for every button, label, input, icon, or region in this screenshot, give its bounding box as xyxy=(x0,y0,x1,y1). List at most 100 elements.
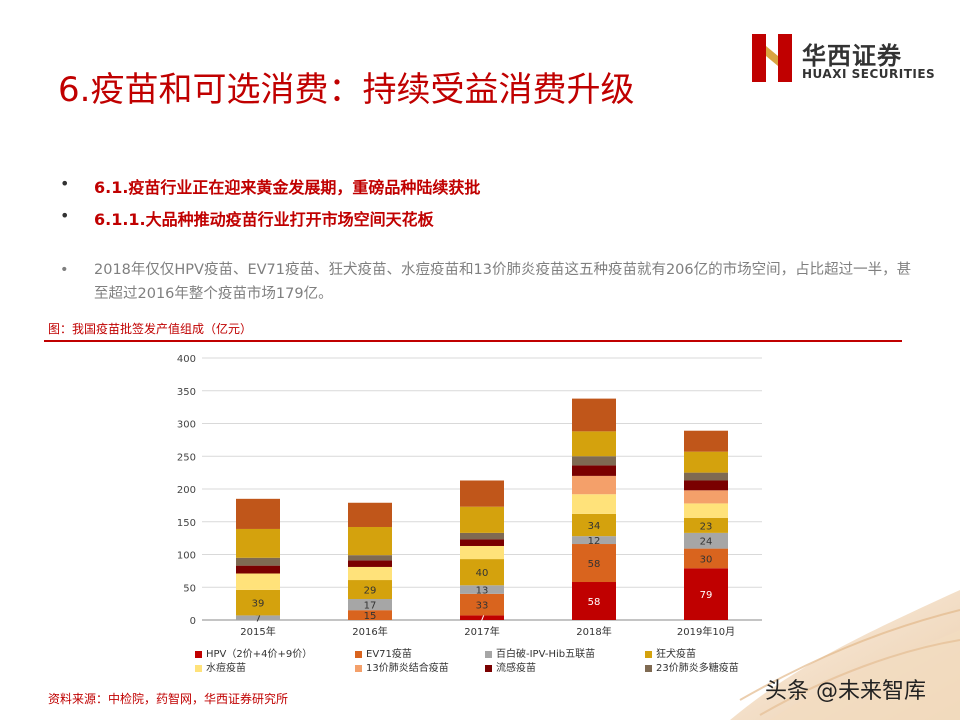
bar-data-label: 15 xyxy=(364,611,377,622)
bar-segment xyxy=(572,544,616,583)
bar-segment xyxy=(684,472,728,481)
bar-segment xyxy=(460,585,504,594)
bar-segment xyxy=(348,599,392,611)
bar-segment xyxy=(236,557,280,566)
legend-item: 13价肺炎结合疫苗 xyxy=(355,659,449,674)
bar-data-label: 39 xyxy=(252,599,265,610)
bar-segment xyxy=(348,566,392,581)
legend-swatch xyxy=(645,650,652,658)
y-tick-label: 50 xyxy=(183,583,196,594)
y-tick-label: 0 xyxy=(190,616,196,627)
bar-segment xyxy=(684,490,728,504)
legend-item: 23价肺炎多糖疫苗 xyxy=(645,659,739,674)
legend-swatch xyxy=(195,664,202,672)
legend-swatch xyxy=(355,650,362,658)
bar-data-label: 30 xyxy=(700,554,713,565)
y-tick-label: 100 xyxy=(177,551,196,562)
bar-data-label: 13 xyxy=(476,586,489,597)
bar-segment xyxy=(236,589,280,616)
legend-label: 13价肺炎结合疫苗 xyxy=(366,663,449,674)
bar-segment xyxy=(572,513,616,537)
bar-segment xyxy=(684,532,728,549)
legend-item: EV71疫苗 xyxy=(355,645,412,660)
legend-swatch xyxy=(355,664,362,672)
bullet-list: 6.1.疫苗行业正在迎来黄金发展期，重磅品种陆续获批 6.1.1.大品种推动疫苗… xyxy=(58,174,918,238)
figure-title: 图：我国疫苗批签发产值组成（亿元） xyxy=(48,322,253,336)
company-logo: 华西证券 HUAXI SECURITIES xyxy=(752,34,942,86)
logo-text-cn: 华西证券 xyxy=(802,42,902,70)
bar-segment xyxy=(572,398,616,432)
bar-segment xyxy=(460,615,504,620)
bar-data-label: 58 xyxy=(588,597,601,608)
bar-segment xyxy=(348,580,392,600)
bar-segment xyxy=(348,526,392,556)
page-title: 6.疫苗和可选消费：持续受益消费升级 xyxy=(58,70,635,110)
bar-segment xyxy=(348,555,392,561)
y-tick-label: 200 xyxy=(177,485,196,496)
x-tick-label: 2017年 xyxy=(464,625,499,636)
x-tick-label: 2016年 xyxy=(352,625,387,636)
bullet-heading-1: 6.1.疫苗行业正在迎来黄金发展期，重磅品种陆续获批 xyxy=(58,174,918,198)
watermark: 头条 @未来智库 xyxy=(765,679,926,704)
legend-swatch xyxy=(645,664,652,672)
bar-segment xyxy=(236,615,280,620)
bar-segment xyxy=(684,480,728,491)
legend-label: 百白破-IPV-Hib五联苗 xyxy=(496,649,596,660)
bar-segment xyxy=(460,593,504,616)
bullet-heading-2: 6.1.1.大品种推动疫苗行业打开市场空间天花板 xyxy=(58,206,918,230)
bar-segment xyxy=(572,456,616,466)
bar-segment xyxy=(348,560,392,567)
bar-data-label: 24 xyxy=(700,537,713,548)
bar-data-label: 12 xyxy=(588,536,601,547)
bar-data-label: 33 xyxy=(476,601,489,612)
bar-data-label: 17 xyxy=(364,601,377,612)
bar-segment xyxy=(460,545,504,560)
bar-segment xyxy=(236,565,280,574)
legend-swatch xyxy=(195,650,202,658)
bar-segment xyxy=(460,506,504,533)
bar-segment xyxy=(572,582,616,620)
x-tick-label: 2015年 xyxy=(240,625,275,636)
y-tick-label: 300 xyxy=(177,420,196,431)
legend-label: EV71疫苗 xyxy=(366,649,412,660)
summary-paragraph: 2018年仅仅HPV疫苗、EV71疫苗、狂犬疫苗、水痘疫苗和13价肺炎疫苗这五种… xyxy=(58,258,918,306)
legend-item: 狂犬疫苗 xyxy=(645,645,696,660)
bar-segment xyxy=(460,559,504,586)
bar-segment xyxy=(572,475,616,495)
bar-segment xyxy=(572,431,616,457)
bar-data-label: 7 xyxy=(255,614,261,625)
bar-segment xyxy=(348,502,392,527)
bar-segment xyxy=(236,573,280,590)
x-tick-label: 2019年10月 xyxy=(677,625,735,636)
bar-data-label: 23 xyxy=(700,521,713,532)
logo-text-en: HUAXI SECURITIES xyxy=(802,67,936,81)
bar-data-label: 29 xyxy=(364,586,377,597)
legend-label: 流感疫苗 xyxy=(496,663,536,674)
bar-segment xyxy=(460,539,504,546)
bar-data-label: 40 xyxy=(476,568,489,579)
logo-mark-icon xyxy=(752,34,792,82)
bar-data-label: 34 xyxy=(588,521,601,532)
bar-segment xyxy=(684,568,728,620)
y-tick-label: 150 xyxy=(177,518,196,529)
legend-swatch xyxy=(485,650,492,658)
bar-data-label: 58 xyxy=(588,559,601,570)
bar-data-label: 79 xyxy=(700,590,713,601)
legend-item: 流感疫苗 xyxy=(485,659,536,674)
legend-label: 水痘疫苗 xyxy=(206,663,246,674)
bar-segment xyxy=(572,465,616,476)
bar-segment xyxy=(684,548,728,569)
legend-label: HPV（2价+4价+9价） xyxy=(206,649,313,660)
bar-segment xyxy=(348,610,392,620)
legend-swatch xyxy=(485,664,492,672)
decorative-gold-waves xyxy=(730,590,960,720)
bar-segment xyxy=(572,494,616,514)
legend-item: 百白破-IPV-Hib五联苗 xyxy=(485,645,595,660)
y-tick-label: 250 xyxy=(177,452,196,463)
y-tick-label: 400 xyxy=(177,354,196,365)
x-tick-label: 2018年 xyxy=(576,625,611,636)
legend-item: 水痘疫苗 xyxy=(195,659,246,674)
bar-segment xyxy=(684,517,728,533)
source-note: 资料来源：中检院，药智网，华西证券研究所 xyxy=(48,692,289,706)
